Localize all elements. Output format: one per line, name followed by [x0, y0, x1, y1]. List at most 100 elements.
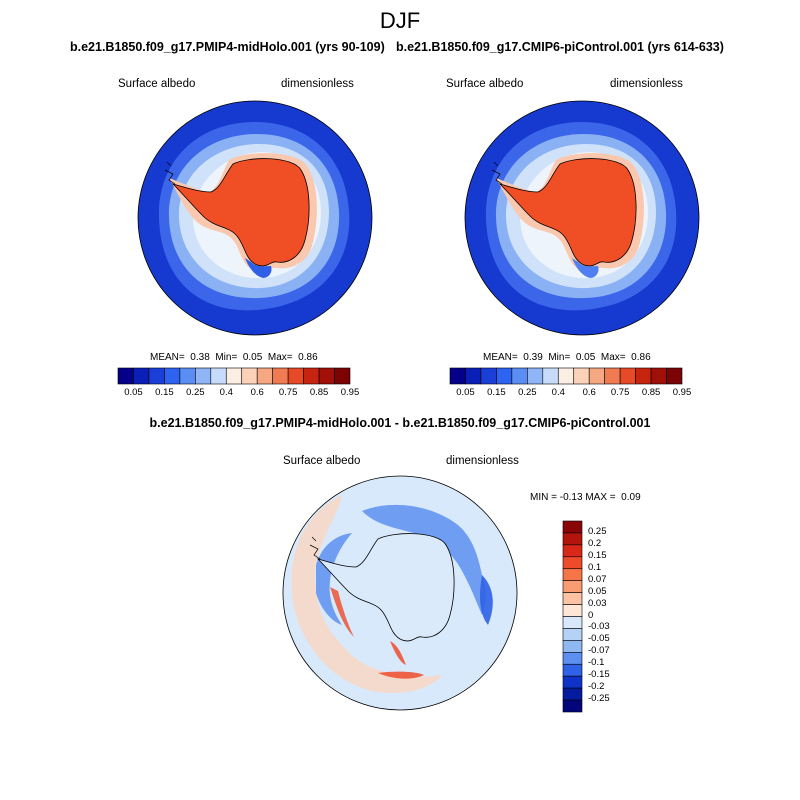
right-polar-map — [464, 100, 700, 336]
antarctica-land-ice — [171, 158, 310, 267]
colorbar-tick-label: 0.75 — [610, 387, 630, 398]
colorbar-tick-label: 0.03 — [588, 597, 607, 609]
diff-stats: MIN = -0.13 MAX = 0.09 — [530, 492, 641, 503]
diff-colorbar — [562, 520, 583, 713]
colorbar-swatch — [562, 532, 583, 546]
colorbar-tick-label: 0.25 — [588, 525, 607, 537]
colorbar-swatch — [562, 675, 583, 689]
colorbar-swatch — [573, 367, 590, 385]
main-title: DJF — [379, 8, 421, 33]
colorbar-swatch — [334, 367, 351, 385]
colorbar-swatch — [562, 616, 583, 629]
colorbar-swatch — [449, 367, 466, 385]
colorbar-swatch — [562, 687, 583, 701]
colorbar-tick-label: 0.95 — [672, 387, 692, 398]
left-case-title: b.e21.B1850.f09_g17.PMIP4-midHolo.001 (y… — [70, 40, 385, 54]
positive-weddell — [330, 587, 354, 637]
colorbar-swatch — [241, 367, 258, 385]
colorbar-swatch — [619, 367, 636, 385]
diff-min-value: -0.13 — [559, 492, 583, 503]
colorbar-tick-label: -0.05 — [588, 633, 610, 645]
negative-band-east — [480, 575, 493, 625]
colorbar-swatch — [179, 367, 196, 385]
right-variable-label: Surface albedo — [446, 78, 524, 90]
colorbar-swatch — [148, 367, 165, 385]
colorbar-tick-label: 0.6 — [250, 387, 264, 398]
colorbar-swatch — [562, 699, 583, 713]
colorbar-tick-label: 0.15 — [155, 387, 174, 398]
colorbar-swatch — [650, 367, 667, 385]
left-variable-label: Surface albedo — [118, 78, 196, 90]
colorbar-swatch — [210, 367, 227, 385]
coast-detail — [164, 161, 176, 185]
colorbar-tick-label: -0.2 — [588, 681, 605, 693]
diff-max-value: 0.09 — [621, 492, 641, 503]
left-mean-value: 0.38 — [190, 352, 210, 363]
colorbar-tick-label: 0.05 — [588, 585, 607, 597]
colorbar-swatch — [465, 367, 482, 385]
colorbar-swatch — [562, 663, 583, 677]
colorbar-swatch — [562, 568, 583, 581]
colorbar-swatch — [562, 604, 583, 617]
colorbar-tick-label: 0.05 — [124, 387, 143, 398]
colorbar-tick-label: 0.95 — [340, 387, 360, 398]
colorbar-swatch — [562, 580, 583, 593]
colorbar-tick-label: 0.4 — [551, 387, 565, 398]
right-min-value: 0.05 — [575, 352, 596, 363]
right-stats: MEAN= 0.39 Min= 0.05 Max= 0.86 — [483, 352, 651, 363]
colorbar-swatch — [562, 544, 583, 558]
left-max-value: 0.86 — [298, 352, 318, 363]
colorbar-tick-label: 0 — [588, 609, 594, 621]
antarctica-outline — [316, 533, 455, 642]
negative-band-west — [316, 533, 352, 625]
colorbar-swatch — [225, 367, 243, 385]
colorbar-tick-label: -0.03 — [588, 621, 610, 633]
colorbar-swatch — [511, 367, 528, 385]
colorbar-swatch — [604, 367, 621, 385]
positive-streak — [390, 641, 406, 665]
colorbar-swatch — [635, 367, 652, 385]
right-colorbar — [449, 367, 683, 385]
colorbar-swatch — [562, 592, 583, 605]
colorbar-tick-label: -0.1 — [588, 657, 605, 669]
colorbar-swatch — [562, 556, 583, 570]
colorbar-swatch — [272, 367, 289, 385]
colorbar-swatch — [496, 367, 513, 385]
colorbar-swatch — [318, 367, 335, 385]
colorbar-tick-label: 0.85 — [309, 387, 329, 398]
ross-sea-low-albedo — [245, 258, 272, 278]
negative-band-north — [362, 504, 486, 615]
colorbar-tick-label: 0.2 — [588, 537, 602, 549]
positive-outer-patches — [291, 495, 442, 694]
coast-detail — [491, 161, 503, 185]
colorbar-swatch — [542, 367, 559, 385]
left-polar-map — [137, 100, 373, 336]
colorbar-tick-label: 0.4 — [219, 387, 233, 398]
colorbar-swatch — [562, 520, 583, 534]
colorbar-swatch — [256, 367, 273, 385]
colorbar-swatch — [287, 367, 304, 385]
colorbar-swatch — [133, 367, 150, 385]
colorbar-tick-label: 0.1 — [588, 561, 602, 573]
colorbar-tick-label: 0.07 — [588, 573, 607, 585]
coast-detail — [309, 536, 321, 560]
colorbar-swatch — [588, 367, 605, 385]
colorbar-tick-label: 0.25 — [186, 387, 205, 398]
left-min-value: 0.05 — [242, 352, 263, 363]
right-units-label: dimensionless — [610, 78, 683, 90]
colorbar-swatch — [562, 652, 583, 665]
colorbar-tick-label: 0.85 — [641, 387, 661, 398]
colorbar-swatch — [562, 628, 583, 641]
left-colorbar-ticks: 0.05 0.15 0.25 0.4 0.6 0.75 0.85 0.95 — [118, 387, 359, 401]
colorbar-swatch — [195, 367, 212, 385]
left-units-label: dimensionless — [281, 78, 354, 90]
colorbar-tick-label: -0.25 — [588, 693, 610, 705]
right-colorbar-ticks: 0.05 0.15 0.25 0.4 0.6 0.75 0.85 0.95 — [450, 387, 691, 401]
colorbar-swatch — [527, 367, 544, 385]
colorbar-tick-label: -0.07 — [588, 645, 610, 657]
colorbar-swatch — [117, 367, 134, 385]
colorbar-tick-label: 0.75 — [278, 387, 298, 398]
diff-variable-label: Surface albedo — [283, 455, 361, 467]
colorbar-tick-label: 0.05 — [456, 387, 475, 398]
colorbar-swatch — [666, 367, 683, 385]
